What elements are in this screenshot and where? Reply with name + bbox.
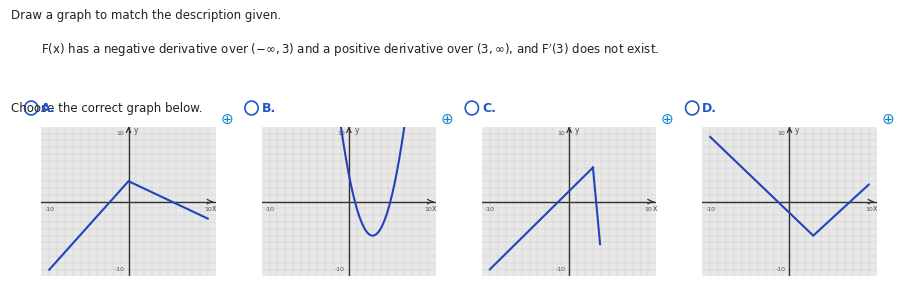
Text: ⊕: ⊕ xyxy=(220,112,233,127)
Text: x: x xyxy=(873,204,878,213)
Text: -10: -10 xyxy=(555,267,565,272)
Text: 10: 10 xyxy=(865,207,873,212)
Text: y: y xyxy=(575,126,579,134)
Text: x: x xyxy=(432,204,437,213)
Text: -10: -10 xyxy=(485,207,495,212)
Text: Draw a graph to match the description given.: Draw a graph to match the description gi… xyxy=(11,9,281,22)
Text: -10: -10 xyxy=(705,207,715,212)
Text: Choose the correct graph below.: Choose the correct graph below. xyxy=(11,102,203,115)
Text: ⊕: ⊕ xyxy=(661,112,674,127)
Text: y: y xyxy=(795,126,800,134)
Text: -10: -10 xyxy=(44,207,54,212)
Text: F(x) has a negative derivative over $(-\infty,3)$ and a positive derivative over: F(x) has a negative derivative over $(-\… xyxy=(41,42,659,59)
Text: y: y xyxy=(354,126,359,134)
Text: D.: D. xyxy=(702,101,717,115)
Text: 10: 10 xyxy=(337,131,345,136)
Text: ⊕: ⊕ xyxy=(881,112,894,127)
Text: 10: 10 xyxy=(778,131,786,136)
Text: B.: B. xyxy=(262,101,276,115)
Text: 10: 10 xyxy=(204,207,212,212)
Text: ⊕: ⊕ xyxy=(441,112,453,127)
Text: A.: A. xyxy=(41,101,56,115)
Text: y: y xyxy=(134,126,139,134)
Text: -10: -10 xyxy=(776,267,786,272)
Text: -10: -10 xyxy=(115,267,125,272)
Text: -10: -10 xyxy=(335,267,345,272)
Text: 10: 10 xyxy=(424,207,432,212)
Text: 10: 10 xyxy=(117,131,125,136)
Text: 10: 10 xyxy=(644,207,653,212)
Text: -10: -10 xyxy=(264,207,274,212)
Text: x: x xyxy=(653,204,657,213)
Text: x: x xyxy=(212,204,217,213)
Text: 10: 10 xyxy=(557,131,565,136)
Text: C.: C. xyxy=(482,101,496,115)
